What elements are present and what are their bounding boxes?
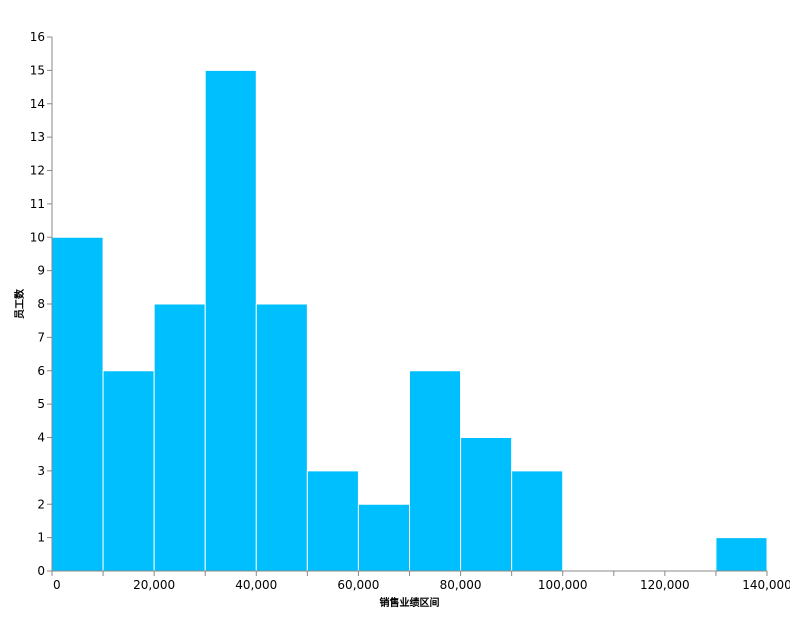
- y-tick-label: 9: [37, 264, 45, 278]
- histogram-bar: [460, 437, 513, 572]
- x-tick-label: 0: [53, 578, 61, 592]
- y-tick-label: 8: [37, 297, 45, 311]
- histogram-bar: [102, 370, 155, 572]
- y-tick-label: 2: [37, 497, 45, 511]
- histogram-bar: [153, 303, 206, 572]
- y-tick-label: 16: [30, 30, 45, 44]
- x-tick-label: 40,000: [235, 578, 277, 592]
- x-tick-label: 120,000: [640, 578, 690, 592]
- y-tick-label: 15: [30, 63, 45, 77]
- x-tick-label: 60,000: [337, 578, 379, 592]
- y-axis-title: 员工数: [13, 288, 26, 319]
- x-tick-label: 20,000: [133, 578, 175, 592]
- y-tick-label: 0: [37, 564, 45, 578]
- y-tick-label: 6: [37, 364, 45, 378]
- y-tick-label: 10: [30, 230, 45, 244]
- y-tick-label: 12: [30, 164, 45, 178]
- histogram-bar: [255, 303, 308, 572]
- histogram-bar: [51, 236, 104, 572]
- histogram-bar: [715, 537, 768, 572]
- histogram-bar: [204, 69, 257, 572]
- x-tick-label: 100,000: [538, 578, 588, 592]
- y-tick-label: 7: [37, 330, 45, 344]
- y-tick-label: 1: [37, 531, 45, 545]
- histogram-bar: [306, 470, 359, 572]
- y-tick-label: 3: [37, 464, 45, 478]
- histogram-bar: [357, 503, 410, 572]
- y-tick-label: 11: [30, 197, 45, 211]
- y-tick-label: 14: [30, 97, 45, 111]
- x-tick-label: 80,000: [440, 578, 482, 592]
- y-tick-label: 4: [37, 431, 45, 445]
- y-tick-label: 5: [37, 397, 45, 411]
- bars-layer: [51, 69, 768, 572]
- x-tick-label: 140,000: [742, 578, 790, 592]
- x-axis-title: 销售业绩区间: [380, 596, 440, 609]
- histogram-bar: [409, 370, 462, 572]
- y-tick-label: 13: [30, 130, 45, 144]
- histogram-bar: [511, 470, 564, 572]
